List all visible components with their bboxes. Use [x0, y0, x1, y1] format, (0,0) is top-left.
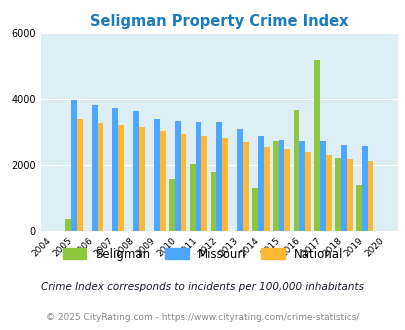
- Bar: [305, 152, 310, 231]
- Bar: [325, 155, 331, 231]
- Bar: [257, 136, 263, 231]
- Bar: [189, 164, 195, 231]
- Bar: [77, 119, 82, 231]
- Bar: [160, 131, 165, 231]
- Bar: [334, 158, 340, 231]
- Bar: [222, 138, 227, 231]
- Bar: [118, 125, 124, 231]
- Bar: [216, 122, 222, 231]
- Bar: [313, 60, 320, 231]
- Bar: [97, 123, 103, 231]
- Text: © 2025 CityRating.com - https://www.cityrating.com/crime-statistics/: © 2025 CityRating.com - https://www.city…: [46, 313, 359, 322]
- Bar: [272, 141, 278, 231]
- Bar: [252, 188, 257, 231]
- Bar: [361, 146, 367, 231]
- Bar: [293, 110, 298, 231]
- Bar: [201, 136, 207, 231]
- Bar: [355, 185, 361, 231]
- Bar: [237, 129, 242, 231]
- Bar: [92, 105, 97, 231]
- Bar: [367, 161, 373, 231]
- Bar: [242, 142, 248, 231]
- Legend: Seligman, Missouri, National: Seligman, Missouri, National: [62, 248, 343, 261]
- Bar: [139, 127, 145, 231]
- Bar: [168, 179, 175, 231]
- Text: Crime Index corresponds to incidents per 100,000 inhabitants: Crime Index corresponds to incidents per…: [41, 282, 364, 292]
- Bar: [175, 121, 180, 231]
- Bar: [71, 100, 77, 231]
- Bar: [153, 119, 160, 231]
- Title: Seligman Property Crime Index: Seligman Property Crime Index: [90, 14, 347, 29]
- Bar: [278, 140, 284, 231]
- Bar: [180, 134, 186, 231]
- Bar: [340, 145, 346, 231]
- Bar: [195, 122, 201, 231]
- Bar: [284, 149, 290, 231]
- Bar: [210, 172, 216, 231]
- Bar: [263, 147, 269, 231]
- Bar: [298, 141, 305, 231]
- Bar: [320, 141, 325, 231]
- Bar: [346, 159, 352, 231]
- Bar: [133, 111, 139, 231]
- Bar: [65, 219, 71, 231]
- Bar: [112, 108, 118, 231]
